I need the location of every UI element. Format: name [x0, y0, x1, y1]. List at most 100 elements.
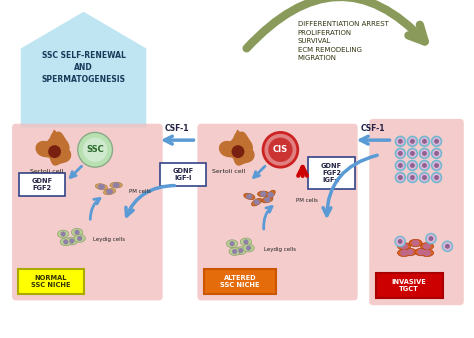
Circle shape [434, 139, 439, 144]
Circle shape [395, 136, 406, 147]
Circle shape [410, 151, 415, 156]
Circle shape [407, 136, 418, 147]
Text: CIS: CIS [273, 145, 288, 154]
Ellipse shape [261, 192, 266, 196]
Text: CSF-1: CSF-1 [165, 124, 190, 134]
Circle shape [432, 161, 441, 170]
Circle shape [432, 173, 441, 182]
FancyBboxPatch shape [12, 124, 163, 300]
Circle shape [419, 172, 430, 183]
Circle shape [398, 239, 402, 244]
Circle shape [268, 138, 292, 162]
Ellipse shape [243, 239, 248, 245]
Circle shape [396, 237, 404, 246]
Ellipse shape [107, 190, 112, 194]
Circle shape [398, 175, 403, 180]
Circle shape [410, 139, 415, 144]
Ellipse shape [403, 248, 416, 256]
Circle shape [78, 132, 112, 167]
Text: ALTERED
SSC NICHE: ALTERED SSC NICHE [220, 274, 260, 288]
Polygon shape [36, 131, 71, 166]
Text: NORMAL
SSC NICHE: NORMAL SSC NICHE [31, 274, 71, 288]
Ellipse shape [254, 200, 259, 204]
Ellipse shape [227, 240, 238, 248]
Ellipse shape [110, 182, 122, 188]
Ellipse shape [238, 136, 250, 149]
Text: PM cells: PM cells [296, 198, 318, 203]
Circle shape [398, 151, 403, 156]
Ellipse shape [420, 249, 434, 257]
Polygon shape [21, 12, 146, 127]
Circle shape [395, 148, 406, 159]
Circle shape [394, 236, 406, 247]
Ellipse shape [262, 196, 273, 203]
Ellipse shape [265, 198, 270, 202]
Circle shape [420, 149, 428, 158]
Ellipse shape [247, 194, 252, 198]
Circle shape [410, 175, 415, 180]
Ellipse shape [398, 249, 410, 257]
Ellipse shape [103, 189, 116, 195]
Ellipse shape [53, 130, 61, 152]
Text: INVASIVE
TGCT: INVASIVE TGCT [392, 280, 426, 292]
Ellipse shape [235, 247, 246, 255]
Ellipse shape [229, 241, 235, 246]
Circle shape [398, 163, 403, 168]
Circle shape [431, 148, 442, 159]
FancyBboxPatch shape [160, 163, 206, 187]
Circle shape [443, 242, 452, 251]
Text: Sertoli cell: Sertoli cell [30, 169, 64, 174]
Circle shape [83, 138, 107, 162]
Circle shape [431, 172, 442, 183]
Circle shape [396, 149, 404, 158]
Ellipse shape [409, 239, 422, 247]
Circle shape [432, 137, 441, 145]
Circle shape [407, 172, 418, 183]
Text: SSC SELF-RENEWAL
AND
SPERMATOGENESIS: SSC SELF-RENEWAL AND SPERMATOGENESIS [42, 51, 126, 84]
Ellipse shape [232, 249, 237, 254]
FancyBboxPatch shape [309, 156, 355, 189]
Ellipse shape [424, 244, 430, 249]
Ellipse shape [240, 238, 252, 246]
Circle shape [263, 132, 298, 167]
Ellipse shape [69, 238, 74, 244]
Ellipse shape [418, 249, 425, 255]
Ellipse shape [113, 183, 119, 187]
Ellipse shape [231, 131, 240, 151]
Ellipse shape [415, 248, 428, 256]
Ellipse shape [74, 235, 85, 242]
Ellipse shape [420, 243, 434, 250]
Circle shape [434, 163, 439, 168]
Circle shape [396, 137, 404, 145]
Circle shape [407, 148, 418, 159]
Circle shape [442, 241, 453, 252]
FancyBboxPatch shape [198, 124, 358, 300]
Ellipse shape [424, 250, 430, 255]
Ellipse shape [227, 137, 237, 149]
Ellipse shape [229, 248, 240, 256]
FancyBboxPatch shape [19, 173, 65, 196]
Circle shape [419, 160, 430, 171]
FancyBboxPatch shape [18, 268, 84, 294]
Circle shape [432, 149, 441, 158]
Ellipse shape [238, 248, 243, 253]
FancyBboxPatch shape [204, 268, 275, 294]
Circle shape [408, 161, 417, 170]
Circle shape [422, 163, 427, 168]
Circle shape [408, 149, 417, 158]
Circle shape [422, 151, 427, 156]
Circle shape [420, 173, 428, 182]
Ellipse shape [257, 191, 269, 197]
Text: GDNF
FGF2: GDNF FGF2 [31, 178, 53, 191]
Circle shape [395, 160, 406, 171]
Ellipse shape [401, 250, 407, 255]
Circle shape [408, 173, 417, 182]
Ellipse shape [244, 193, 255, 199]
Ellipse shape [48, 145, 61, 158]
Ellipse shape [401, 244, 407, 249]
Polygon shape [219, 131, 255, 166]
Circle shape [407, 160, 418, 171]
Ellipse shape [237, 130, 244, 152]
Circle shape [420, 161, 428, 170]
Ellipse shape [266, 190, 275, 199]
